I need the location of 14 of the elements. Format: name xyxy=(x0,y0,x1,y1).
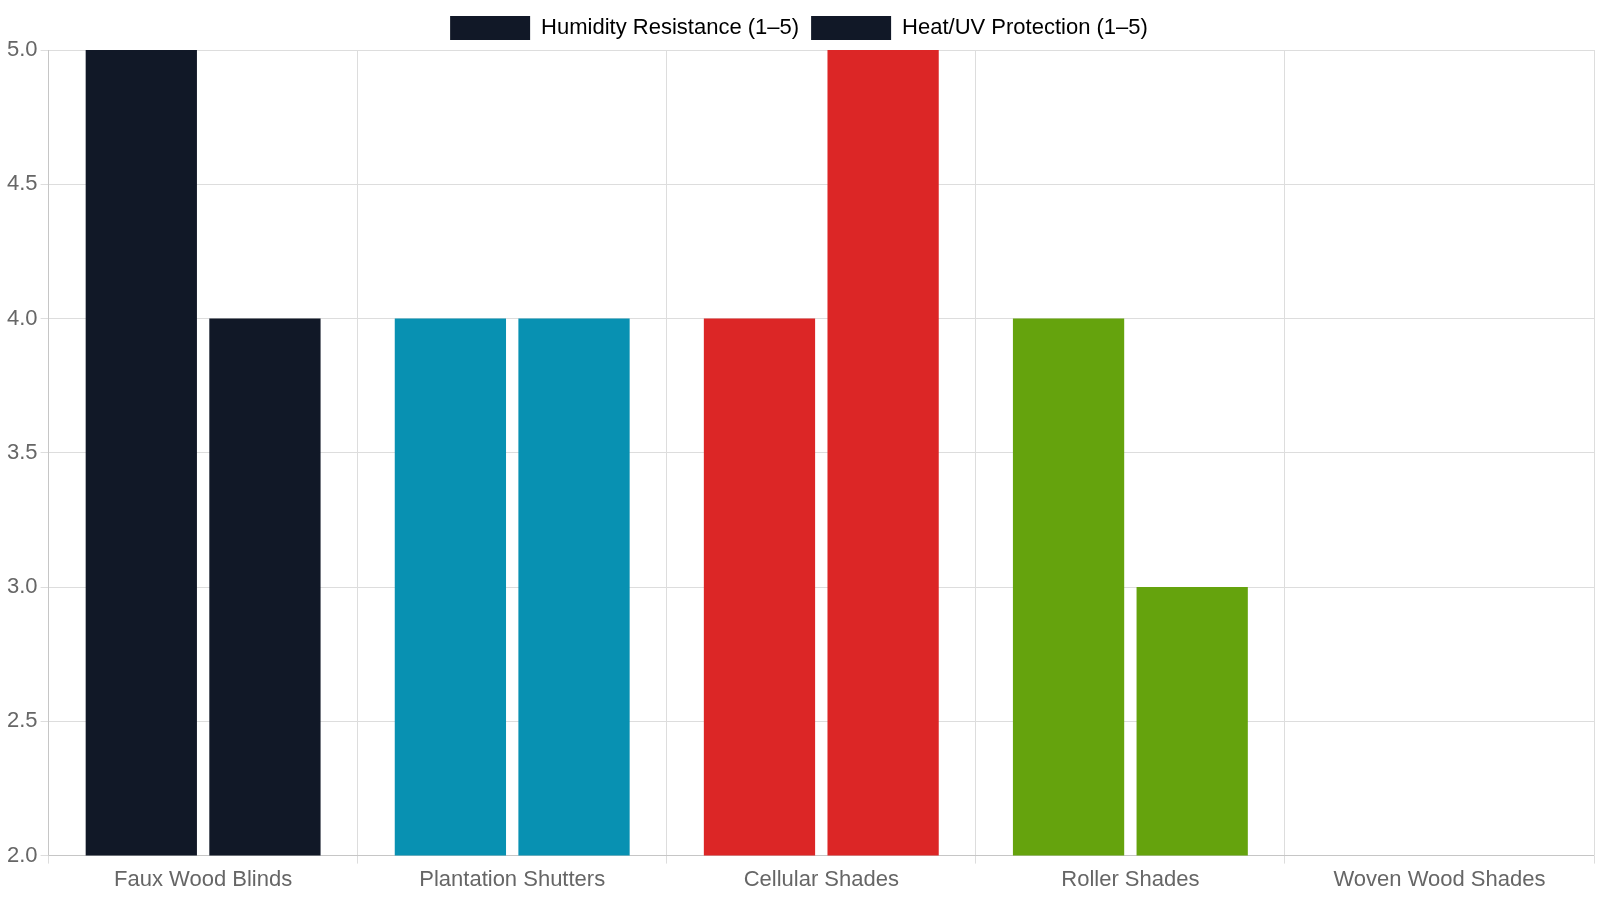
y-tick-label: 4.5 xyxy=(6,170,38,196)
y-tick-label: 4.0 xyxy=(6,304,38,330)
x-tick-label: Roller Shades xyxy=(1061,865,1200,891)
x-tick-label: Faux Wood Blinds xyxy=(114,865,293,891)
x-tick-label: Cellular Shades xyxy=(743,865,899,891)
y-tick-label: 2.0 xyxy=(6,841,38,867)
y-tick-label: 3.0 xyxy=(6,573,38,599)
legend-label: Heat/UV Protection (1–5) xyxy=(902,14,1148,40)
x-tick-label: Woven Wood Shades xyxy=(1333,865,1546,891)
x-tick-label: Plantation Shutters xyxy=(419,865,606,891)
y-tick-label: 3.5 xyxy=(6,438,38,464)
legend-label: Humidity Resistance (1–5) xyxy=(541,14,800,40)
y-tick-label: 5.0 xyxy=(6,36,38,62)
y-tick-label: 2.5 xyxy=(6,707,38,733)
